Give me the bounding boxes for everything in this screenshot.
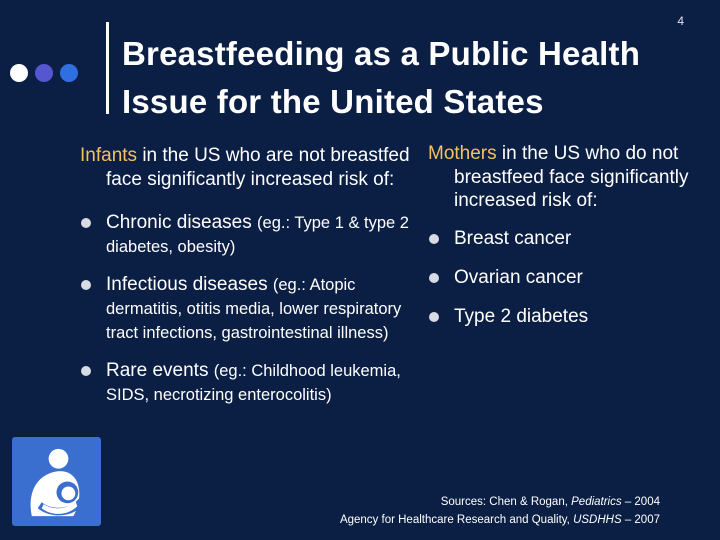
risk-main: Ovarian cancer (454, 266, 583, 288)
list-item: Rare events (eg.: Childhood leukemia, SI… (80, 359, 415, 407)
source-line-1: Sources: Chen & Rogan, Pediatrics – 2004 (300, 493, 660, 511)
breastfeeding-symbol-graphic (30, 448, 82, 517)
title-divider (106, 22, 109, 114)
risk-main: Breast cancer (454, 227, 572, 249)
risk-main: Rare events (106, 360, 214, 381)
sources: Sources: Chen & Rogan, Pediatrics – 2004… (300, 493, 660, 529)
decorative-dots (10, 64, 78, 82)
mothers-risk-list: Breast cancer Ovarian cancer Type 2 diab… (428, 227, 708, 329)
risk-detail: (eg.: Atopic dermatitis, otitis media, l… (106, 276, 402, 342)
bullet-icon (429, 233, 439, 244)
list-item: Chronic diseases (eg.: Type 1 & type 2 d… (80, 211, 415, 259)
mothers-keyword: Mothers (428, 143, 497, 164)
mothers-intro: Mothers in the US who do not breastfeed … (428, 142, 708, 213)
source-year: – 2004 (621, 496, 660, 508)
risk-detail: (eg.: Childhood leukemia, SIDS, necrotiz… (106, 362, 401, 404)
risk-main: Infectious diseases (106, 274, 273, 295)
infants-column: Infants in the US who are not breastfed … (80, 144, 415, 421)
mothers-intro-text: in the US who do not breastfeed face sig… (454, 143, 689, 211)
source-year: – 2007 (621, 514, 660, 526)
slide-title: Breastfeeding as a Public Health Issue f… (122, 35, 641, 120)
source-text: Agency for Healthcare Research and Quali… (339, 514, 574, 526)
white-dot-icon (10, 64, 28, 82)
bullet-icon (81, 218, 91, 228)
slide-number: 4 (677, 14, 684, 28)
blue-dot-icon (60, 64, 78, 82)
risk-main: Type 2 diabetes (454, 305, 589, 327)
bullet-icon (429, 311, 439, 322)
list-item: Breast cancer (428, 227, 708, 251)
list-item: Infectious diseases (eg.: Atopic dermati… (80, 273, 415, 345)
list-item: Type 2 diabetes (428, 305, 708, 329)
mothers-column: Mothers in the US who do not breastfeed … (428, 142, 708, 344)
infants-intro-text: in the US who are not breastfed face sig… (106, 145, 410, 190)
infants-risk-list: Chronic diseases (eg.: Type 1 & type 2 d… (80, 211, 415, 407)
bullet-icon (429, 272, 439, 283)
source-line-2: Agency for Healthcare Research and Quali… (300, 511, 660, 529)
source-agency: USDHHS (573, 514, 622, 526)
list-item: Ovarian cancer (428, 266, 708, 290)
bullet-icon (81, 280, 91, 290)
risk-detail: (eg.: Type 1 & type 2 diabetes, obesity) (106, 214, 409, 256)
purple-dot-icon (35, 64, 53, 82)
bullet-icon (81, 366, 91, 376)
infants-intro: Infants in the US who are not breastfed … (80, 144, 415, 192)
source-journal: Pediatrics (571, 496, 622, 508)
risk-main: Chronic diseases (106, 212, 258, 233)
infants-keyword: Infants (80, 145, 138, 166)
breastfeeding-symbol-icon (12, 437, 101, 526)
source-text: Sources: Chen & Rogan, (440, 496, 572, 508)
